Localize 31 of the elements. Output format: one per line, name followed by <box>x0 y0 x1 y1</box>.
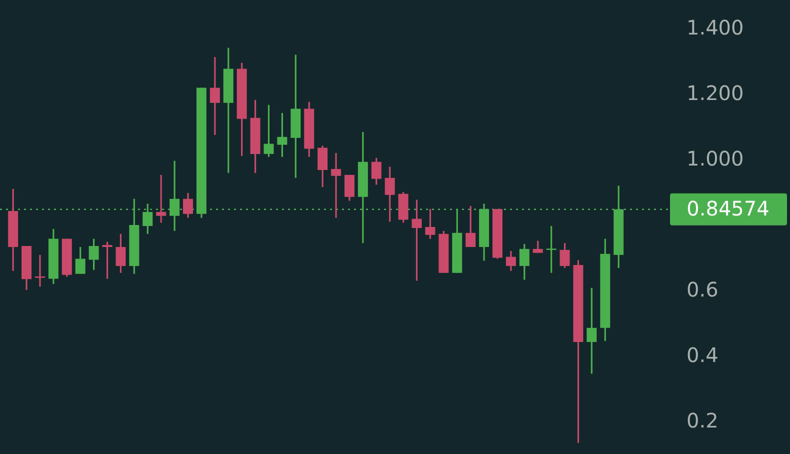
candlestick <box>519 243 530 281</box>
candlestick <box>331 152 342 219</box>
candlestick <box>183 192 193 219</box>
candlestick <box>318 144 328 188</box>
ref-line-label: 0.84574 <box>686 196 770 220</box>
candlestick <box>425 208 436 240</box>
candlestick <box>586 287 597 375</box>
candlestick <box>102 240 112 280</box>
y-tick-label: 1.400 <box>686 15 744 40</box>
candlestick <box>384 166 395 223</box>
y-tick-label: 0.2 <box>686 408 718 432</box>
y-tick-label: 1.200 <box>686 80 744 105</box>
y-tick-label: 0.4 <box>686 342 718 367</box>
candlestick <box>412 199 422 282</box>
candlestick <box>264 104 274 158</box>
candlestick <box>546 225 556 274</box>
candlestick <box>371 157 382 186</box>
candlestick <box>277 112 288 158</box>
candlestick <box>75 246 86 275</box>
y-tick-label: 0.6 <box>686 277 718 302</box>
y-tick-label: 1.000 <box>686 146 744 170</box>
candlestick <box>88 238 99 271</box>
candlestick <box>344 174 354 202</box>
candlestick <box>210 56 220 136</box>
candlestick <box>560 242 570 269</box>
candlestick <box>156 174 166 224</box>
candlestick <box>116 233 126 274</box>
candlestick <box>34 254 45 288</box>
candlestick <box>532 240 543 254</box>
candlestick <box>506 250 516 272</box>
candlestick <box>466 205 476 248</box>
